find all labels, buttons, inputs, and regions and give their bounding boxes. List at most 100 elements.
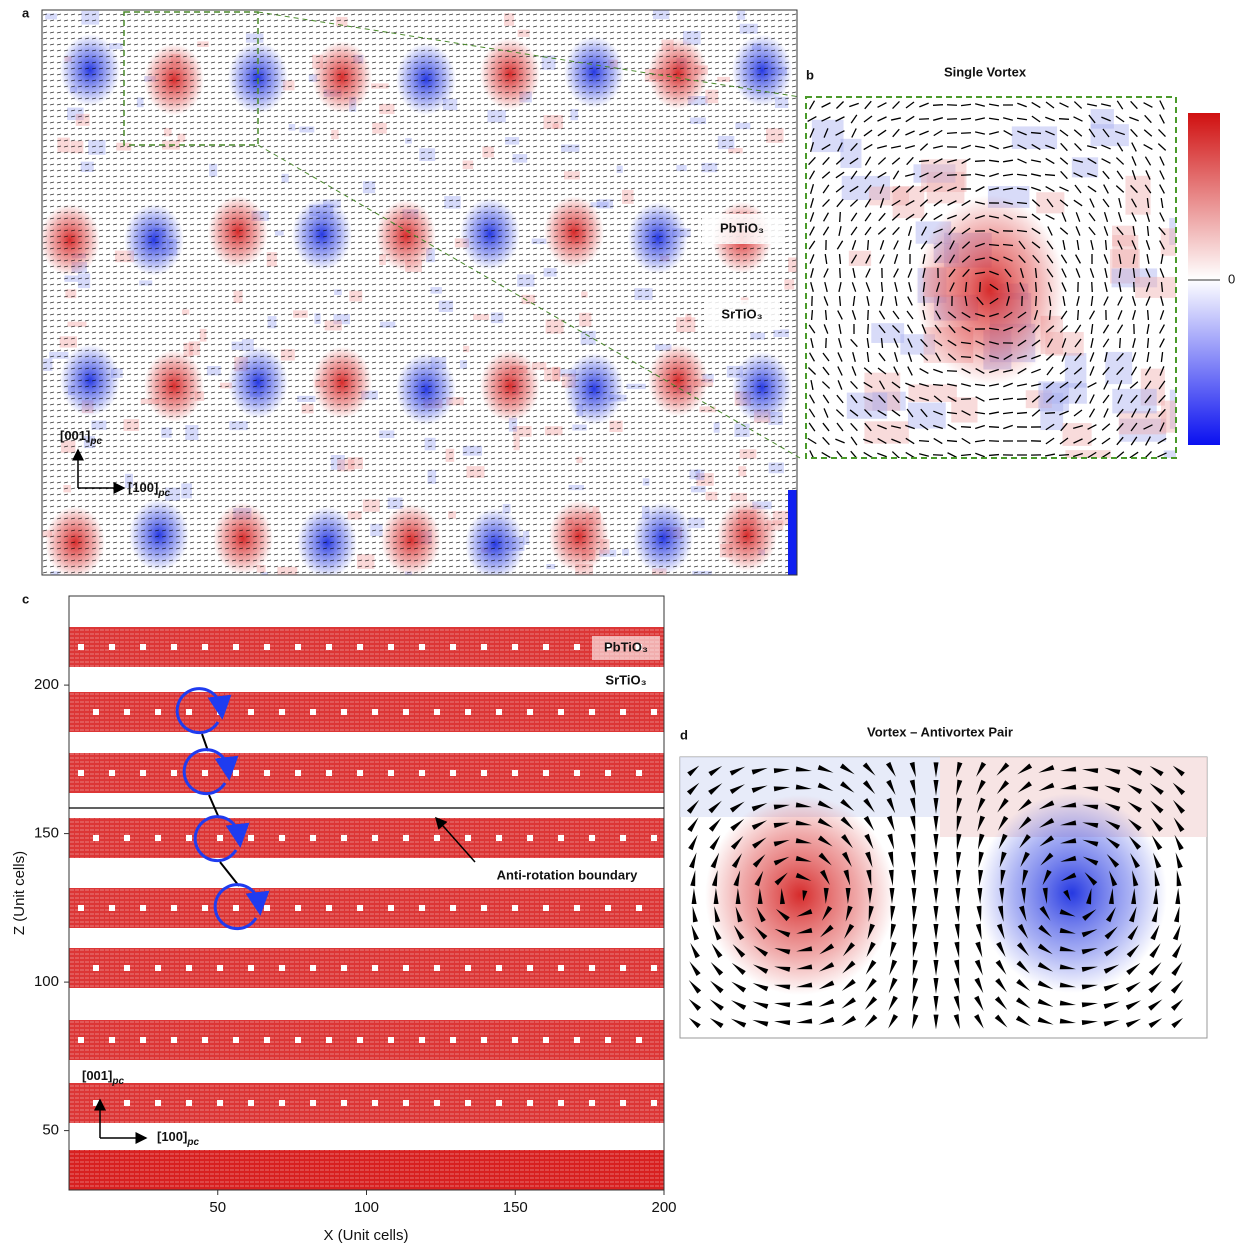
vector bbox=[1019, 282, 1025, 292]
vector bbox=[995, 959, 1007, 975]
vector bbox=[891, 213, 901, 221]
vector bbox=[852, 295, 856, 307]
vector bbox=[996, 780, 1010, 795]
vector bbox=[863, 381, 873, 389]
vector bbox=[1117, 310, 1123, 320]
vector bbox=[920, 212, 928, 222]
vector bbox=[835, 157, 845, 165]
vector bbox=[1059, 367, 1069, 375]
vector bbox=[1081, 984, 1098, 990]
vector bbox=[919, 423, 929, 431]
vector bbox=[1060, 855, 1077, 862]
vector bbox=[851, 366, 857, 376]
vector bbox=[1038, 924, 1053, 938]
vector bbox=[1046, 268, 1054, 278]
vector bbox=[1132, 253, 1136, 265]
vector bbox=[1130, 198, 1138, 208]
vector bbox=[733, 870, 741, 887]
vector bbox=[997, 905, 1004, 922]
vector bbox=[912, 941, 918, 958]
vector bbox=[890, 145, 902, 149]
vector bbox=[892, 128, 900, 138]
vector bbox=[822, 226, 830, 236]
vector bbox=[1075, 254, 1081, 264]
x-tick-label: 150 bbox=[503, 1199, 528, 1216]
vector bbox=[888, 1014, 899, 1029]
vector bbox=[1030, 383, 1042, 387]
vector bbox=[808, 170, 816, 180]
vector bbox=[1145, 240, 1151, 250]
vector bbox=[756, 906, 766, 923]
vector bbox=[1104, 802, 1121, 812]
vector bbox=[1145, 408, 1151, 418]
vector bbox=[906, 156, 914, 166]
vector bbox=[863, 798, 875, 813]
vector bbox=[955, 905, 961, 922]
vector bbox=[1109, 870, 1118, 887]
noise-patch bbox=[1090, 124, 1129, 147]
vector bbox=[894, 295, 898, 307]
vector bbox=[920, 408, 928, 418]
vector bbox=[1158, 380, 1166, 390]
vector bbox=[1130, 184, 1138, 194]
vector bbox=[1073, 101, 1083, 109]
vector bbox=[1175, 888, 1181, 905]
vector bbox=[964, 295, 968, 307]
vector bbox=[1103, 983, 1120, 992]
noise-patch bbox=[848, 250, 872, 266]
vector bbox=[1042, 869, 1052, 886]
layer-label: PbTiO₃ bbox=[604, 639, 648, 654]
vector bbox=[1031, 354, 1041, 360]
vector bbox=[807, 116, 817, 122]
vector bbox=[841, 834, 853, 849]
vector bbox=[1117, 212, 1123, 222]
vector bbox=[1073, 159, 1083, 163]
vector bbox=[1047, 282, 1053, 292]
vector bbox=[1059, 129, 1069, 137]
noise-patch bbox=[871, 323, 905, 343]
vector bbox=[835, 171, 845, 179]
vector bbox=[1146, 197, 1150, 209]
noise-patch bbox=[1065, 450, 1111, 458]
vector bbox=[961, 227, 971, 235]
link bbox=[208, 794, 220, 819]
vector bbox=[1089, 366, 1095, 376]
vector bbox=[1148, 962, 1162, 976]
vector bbox=[852, 267, 856, 279]
vector bbox=[877, 157, 887, 165]
vector bbox=[933, 129, 943, 137]
vector bbox=[1130, 436, 1138, 446]
vector bbox=[1017, 354, 1027, 360]
vector bbox=[1075, 212, 1081, 222]
vector bbox=[1131, 142, 1137, 152]
vector bbox=[709, 835, 721, 851]
vector bbox=[933, 995, 939, 1012]
vector bbox=[1103, 212, 1109, 222]
vector bbox=[961, 325, 971, 333]
vector bbox=[912, 923, 918, 940]
vector bbox=[849, 102, 859, 108]
vector bbox=[877, 116, 887, 122]
vector bbox=[974, 271, 986, 275]
vector bbox=[1087, 382, 1097, 388]
vector bbox=[880, 337, 884, 349]
vector bbox=[890, 117, 902, 121]
vector bbox=[1038, 800, 1055, 810]
vector bbox=[1073, 425, 1083, 429]
vector bbox=[1158, 394, 1166, 404]
vector bbox=[808, 408, 816, 418]
vector bbox=[863, 367, 873, 375]
vector bbox=[1116, 226, 1124, 236]
vector bbox=[988, 243, 1000, 247]
vector bbox=[774, 928, 791, 938]
vector bbox=[933, 395, 943, 403]
vector bbox=[1145, 268, 1151, 278]
vector bbox=[891, 409, 901, 417]
noise-patch bbox=[913, 164, 956, 183]
vector bbox=[1030, 131, 1042, 135]
vector bbox=[1060, 802, 1077, 808]
vector bbox=[863, 396, 873, 402]
vector bbox=[1143, 129, 1153, 137]
vector bbox=[933, 228, 943, 234]
